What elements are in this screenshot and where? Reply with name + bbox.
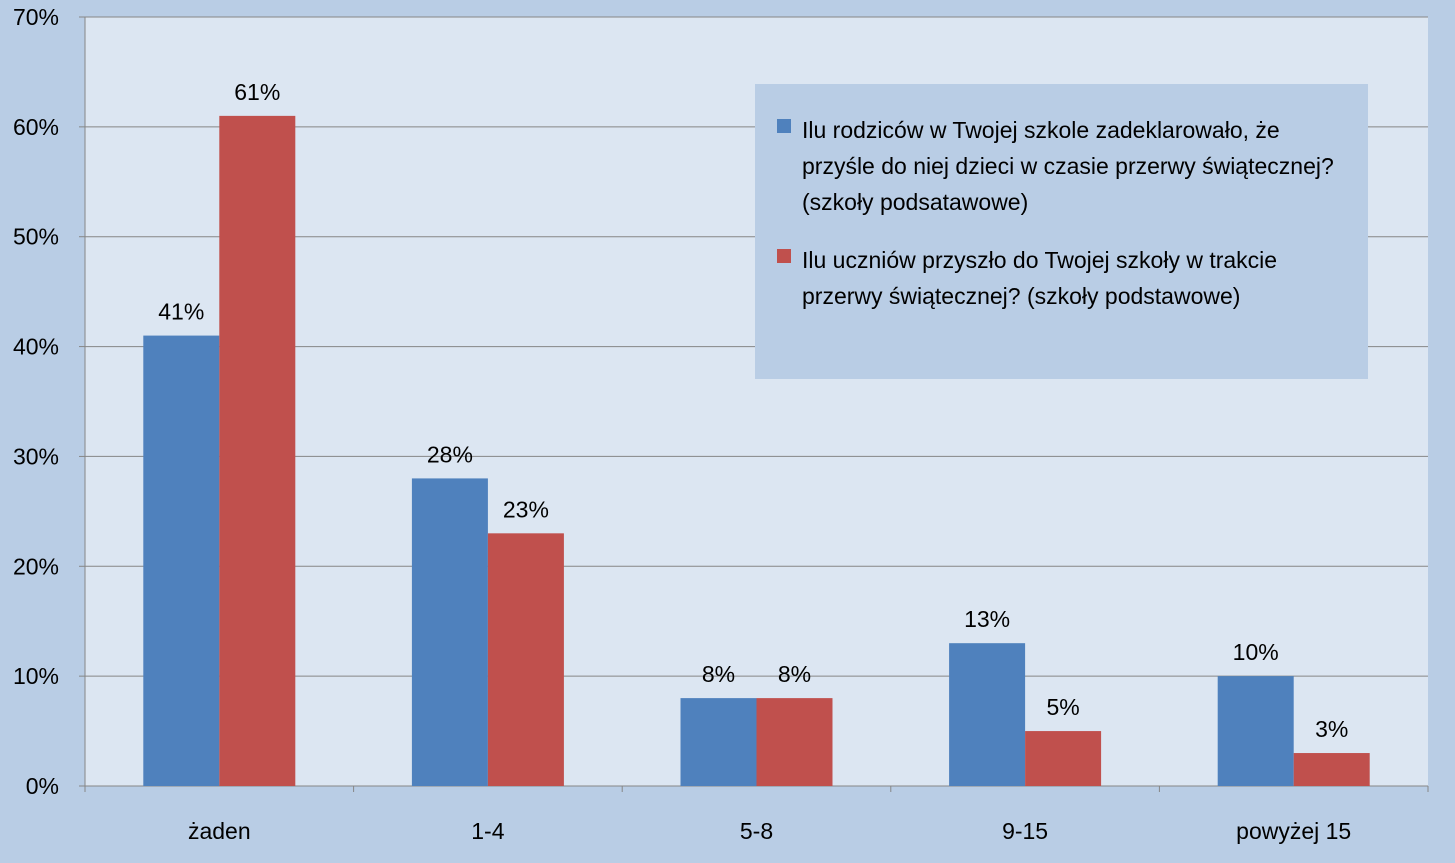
x-tick-label: 1-4 <box>471 818 504 844</box>
bar <box>487 533 564 786</box>
y-tick-label: 60% <box>13 114 59 140</box>
bar <box>949 643 1026 786</box>
x-tick-label: żaden <box>188 818 251 844</box>
data-label: 13% <box>964 606 1010 632</box>
y-tick-label: 20% <box>13 553 59 579</box>
legend-label-series-1: Ilu rodziców w Twojej szkole zadeklarowa… <box>802 117 1334 215</box>
data-label: 3% <box>1315 716 1348 742</box>
data-label: 5% <box>1046 694 1079 720</box>
legend-label-series-2: Ilu uczniów przyszło do Twojej szkoły w … <box>802 247 1278 309</box>
y-tick-label: 10% <box>13 663 59 689</box>
y-tick-label: 40% <box>13 334 59 360</box>
bar <box>1293 753 1370 786</box>
bar <box>411 478 488 786</box>
bar <box>143 335 220 786</box>
data-label: 23% <box>503 496 549 522</box>
data-label: 8% <box>778 661 811 687</box>
legend-swatch-series-1 <box>777 119 791 133</box>
bar <box>756 698 833 786</box>
legend-swatch-series-2 <box>777 249 791 263</box>
y-tick-label: 0% <box>26 773 59 799</box>
data-label: 41% <box>158 299 204 325</box>
x-tick-label: powyżej 15 <box>1236 818 1351 844</box>
legend: Ilu rodziców w Twojej szkole zadeklarowa… <box>755 84 1368 379</box>
data-label: 8% <box>702 661 735 687</box>
bar <box>1025 731 1102 786</box>
y-tick-label: 70% <box>13 4 59 30</box>
y-tick-label: 30% <box>13 443 59 469</box>
data-label: 28% <box>427 441 473 467</box>
legend-item-series-1: Ilu rodziców w Twojej szkole zadeklarowa… <box>777 112 1348 220</box>
x-tick-label: 5-8 <box>740 818 773 844</box>
legend-item-series-2: Ilu uczniów przyszło do Twojej szkoły w … <box>777 242 1348 314</box>
data-label: 61% <box>234 79 280 105</box>
bar <box>1217 676 1294 786</box>
x-tick-label: 9-15 <box>1002 818 1048 844</box>
data-label: 10% <box>1233 639 1279 665</box>
bar <box>219 115 296 786</box>
y-tick-label: 50% <box>13 224 59 250</box>
bar <box>680 698 757 786</box>
